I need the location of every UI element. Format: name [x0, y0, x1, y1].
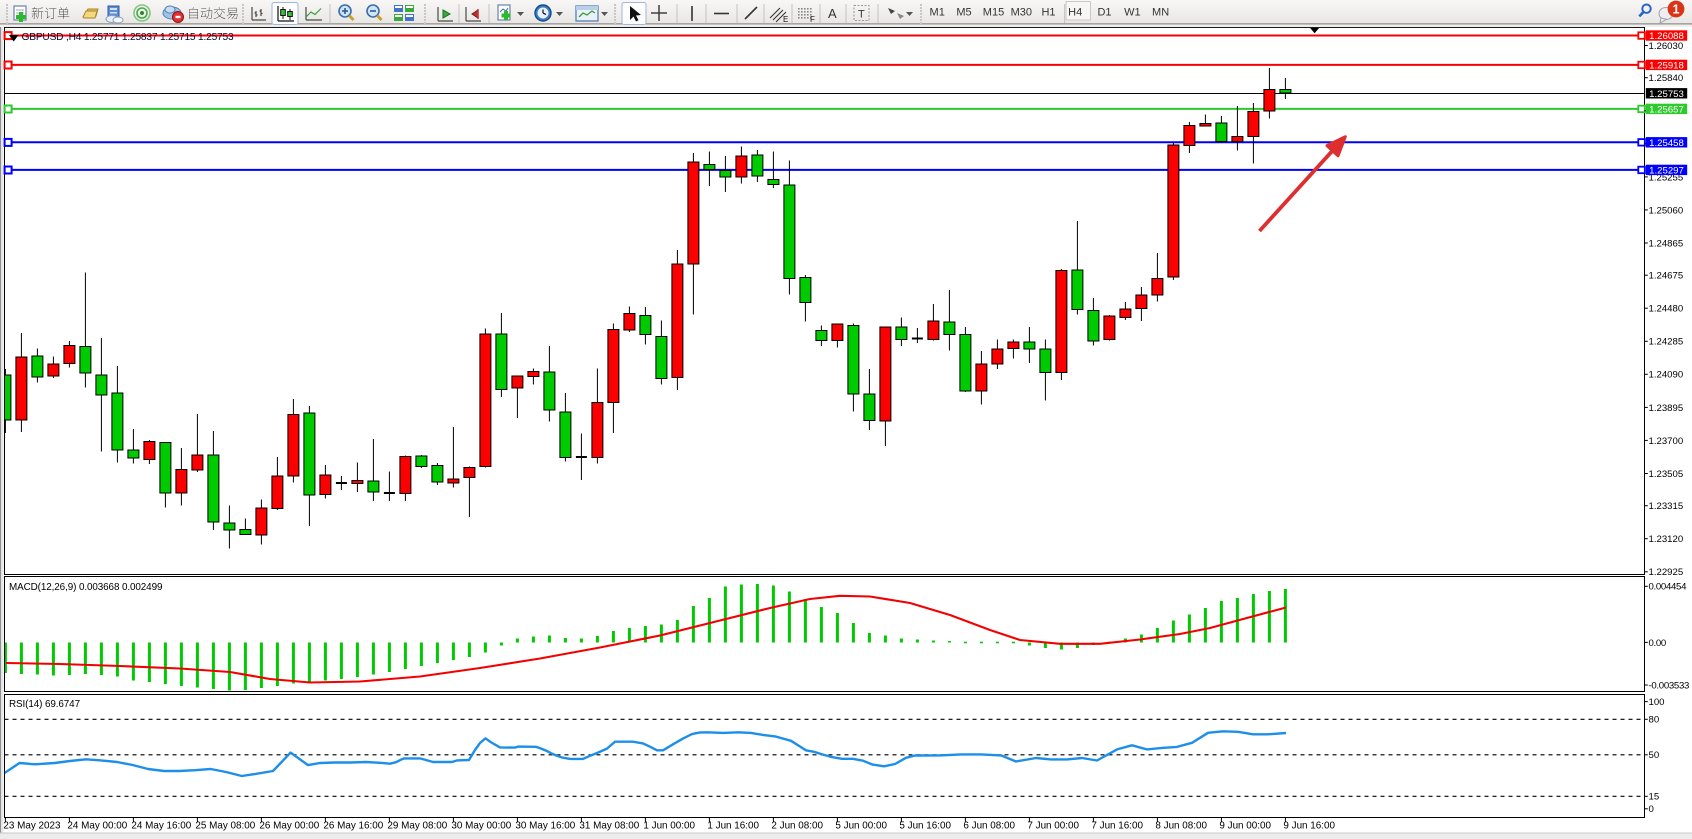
svg-text:E: E [783, 15, 788, 24]
svg-text:0.004454: 0.004454 [1649, 582, 1688, 593]
svg-text:80: 80 [1649, 715, 1660, 726]
svg-text:26 May 00:00: 26 May 00:00 [259, 821, 319, 832]
svg-text:5 Jun 00:00: 5 Jun 00:00 [835, 821, 887, 832]
svg-text:1.25918: 1.25918 [1649, 61, 1684, 72]
svg-text:100: 100 [1649, 697, 1665, 708]
svg-text:1.24675: 1.24675 [1649, 271, 1684, 282]
svg-text:MACD(12,26,9) 0.003668 0.00249: MACD(12,26,9) 0.003668 0.002499 [9, 582, 163, 593]
svg-text:1.23700: 1.23700 [1649, 436, 1684, 447]
svg-text:23 May 2023: 23 May 2023 [3, 821, 61, 832]
svg-text:30 May 00:00: 30 May 00:00 [451, 821, 511, 832]
svg-text:7 Jun 00:00: 7 Jun 00:00 [1027, 821, 1079, 832]
svg-text:1.26088: 1.26088 [1649, 31, 1684, 42]
svg-text:6 Jun 08:00: 6 Jun 08:00 [963, 821, 1015, 832]
svg-text:RSI(14) 69.6747: RSI(14) 69.6747 [9, 699, 80, 710]
svg-text:1.25297: 1.25297 [1649, 166, 1684, 177]
svg-text:1.24090: 1.24090 [1649, 370, 1684, 381]
svg-text:29 May 08:00: 29 May 08:00 [387, 821, 447, 832]
svg-text:26 May 16:00: 26 May 16:00 [323, 821, 383, 832]
svg-text:1.23120: 1.23120 [1649, 534, 1684, 545]
svg-text:24 May 16:00: 24 May 16:00 [131, 821, 191, 832]
svg-text:1.25840: 1.25840 [1649, 73, 1684, 84]
svg-text:24 May 00:00: 24 May 00:00 [67, 821, 127, 832]
svg-text:1.25458: 1.25458 [1649, 138, 1684, 149]
svg-text:1.26030: 1.26030 [1649, 41, 1684, 52]
svg-text:0: 0 [1649, 804, 1654, 815]
svg-text:1.25753: 1.25753 [1649, 89, 1684, 100]
svg-text:1.24865: 1.24865 [1649, 238, 1684, 249]
svg-text:MN: MN [1152, 7, 1169, 19]
svg-text:5 Jun 16:00: 5 Jun 16:00 [899, 821, 951, 832]
svg-text:M5: M5 [956, 7, 971, 19]
svg-text:1.25255: 1.25255 [1649, 172, 1684, 183]
svg-text:1.23895: 1.23895 [1649, 403, 1684, 414]
svg-text:F: F [810, 15, 815, 24]
svg-text:M30: M30 [1011, 7, 1032, 19]
svg-text:8 Jun 08:00: 8 Jun 08:00 [1155, 821, 1207, 832]
svg-text:2 Jun 08:00: 2 Jun 08:00 [771, 821, 823, 832]
svg-text:1.23505: 1.23505 [1649, 469, 1684, 480]
svg-text:31 May 08:00: 31 May 08:00 [579, 821, 639, 832]
svg-text:25 May 08:00: 25 May 08:00 [195, 821, 255, 832]
svg-text:15: 15 [1649, 792, 1660, 803]
svg-text:1.22925: 1.22925 [1649, 567, 1684, 578]
svg-text:A: A [828, 6, 837, 21]
svg-text:0.00: 0.00 [1649, 638, 1666, 649]
svg-text:1.24480: 1.24480 [1649, 304, 1684, 315]
svg-text:1.24285: 1.24285 [1649, 337, 1684, 348]
svg-text:1.25060: 1.25060 [1649, 205, 1684, 216]
svg-text:T: T [858, 9, 865, 21]
svg-text:H1: H1 [1041, 7, 1055, 19]
svg-text:9 Jun 00:00: 9 Jun 00:00 [1219, 821, 1271, 832]
svg-text:W1: W1 [1124, 7, 1141, 19]
svg-text:1 Jun 00:00: 1 Jun 00:00 [643, 821, 695, 832]
svg-text:M15: M15 [983, 7, 1004, 19]
svg-text:30 May 16:00: 30 May 16:00 [515, 821, 575, 832]
svg-text:GBPUSD ,H4 1.25771 1.25837 1.: GBPUSD ,H4 1.25771 1.25837 1.25715 1.257… [22, 32, 234, 43]
svg-text:D1: D1 [1097, 7, 1111, 19]
svg-text:1.23315: 1.23315 [1649, 501, 1684, 512]
svg-text:1.25657: 1.25657 [1649, 105, 1684, 116]
svg-text:7 Jun 16:00: 7 Jun 16:00 [1091, 821, 1143, 832]
svg-text:1: 1 [1673, 2, 1680, 16]
svg-text:50: 50 [1649, 750, 1660, 761]
svg-text:9 Jun 16:00: 9 Jun 16:00 [1283, 821, 1335, 832]
svg-text:-0.003533: -0.003533 [1649, 680, 1690, 691]
svg-text:1 Jun 16:00: 1 Jun 16:00 [707, 821, 759, 832]
svg-text:M1: M1 [930, 7, 945, 19]
svg-text:H4: H4 [1068, 7, 1082, 19]
